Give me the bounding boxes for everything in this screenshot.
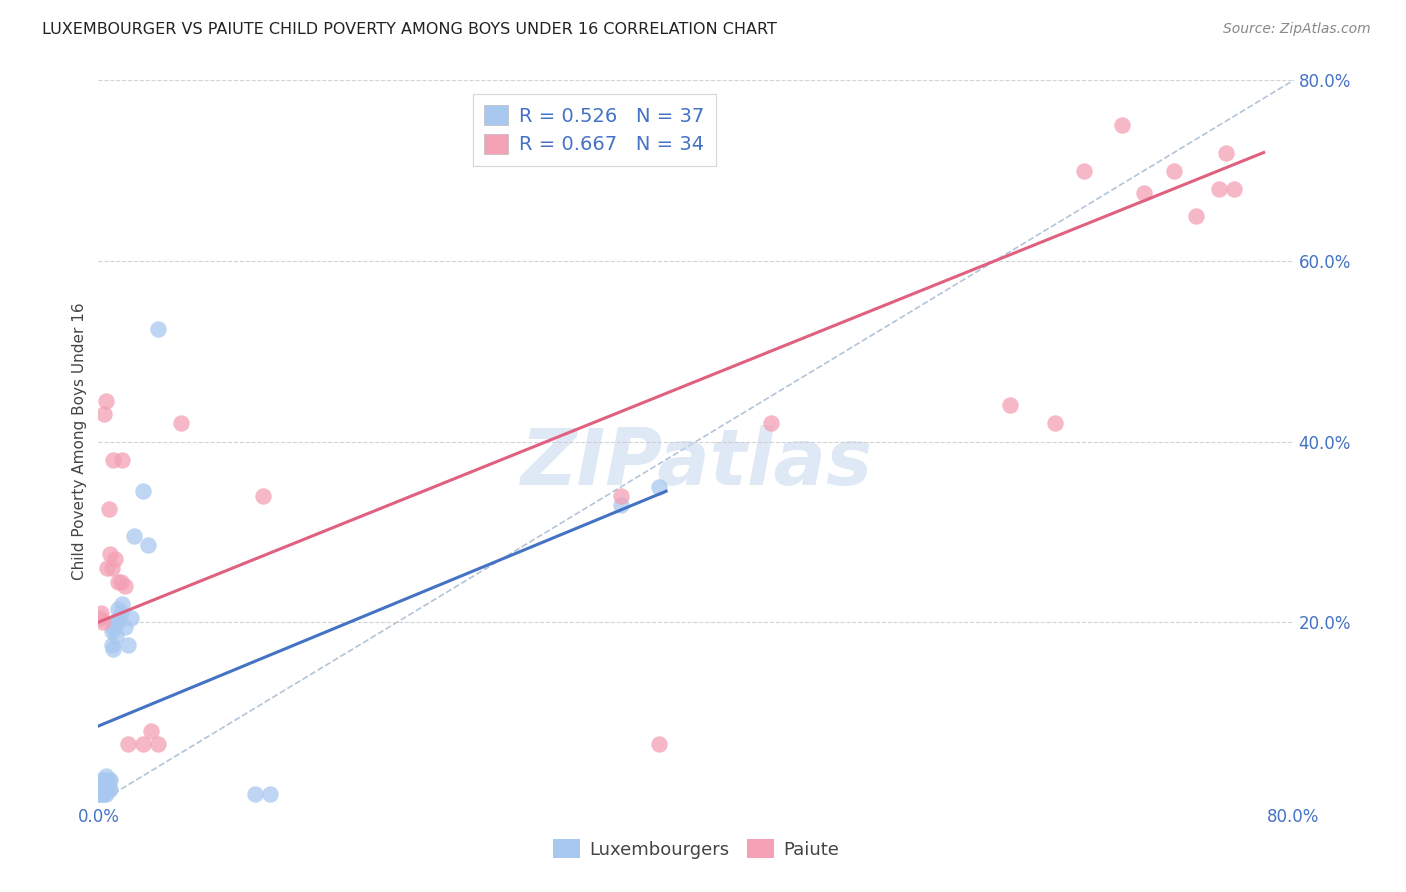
Point xyxy=(89,787,111,801)
Point xyxy=(94,778,117,792)
Point xyxy=(107,574,129,589)
Point xyxy=(117,638,139,652)
Point xyxy=(98,773,122,788)
Point xyxy=(97,502,120,516)
Point xyxy=(124,529,146,543)
Point xyxy=(259,787,281,801)
Point xyxy=(110,606,132,620)
Point xyxy=(94,393,117,408)
Point xyxy=(93,408,115,422)
Point xyxy=(114,579,136,593)
Point xyxy=(89,778,111,792)
Point xyxy=(136,538,159,552)
Point xyxy=(110,574,132,589)
Point xyxy=(1043,417,1066,431)
Point xyxy=(97,782,120,797)
Point xyxy=(998,398,1021,412)
Point xyxy=(103,452,125,467)
Point xyxy=(132,737,155,751)
Point xyxy=(105,629,128,643)
Point xyxy=(610,498,633,512)
Y-axis label: Child Poverty Among Boys Under 16: Child Poverty Among Boys Under 16 xyxy=(72,302,87,581)
Point xyxy=(90,606,112,620)
Point xyxy=(610,489,633,503)
Point xyxy=(1133,186,1156,201)
Point xyxy=(90,773,112,788)
Point xyxy=(647,480,669,494)
Point xyxy=(169,417,191,431)
Point xyxy=(93,787,115,801)
Point xyxy=(107,601,129,615)
Point xyxy=(90,782,112,797)
Point xyxy=(120,610,142,624)
Point xyxy=(111,597,134,611)
Point xyxy=(89,610,111,624)
Point xyxy=(91,615,114,630)
Point xyxy=(148,737,170,751)
Point xyxy=(139,723,162,738)
Legend: Luxembourgers, Paiute: Luxembourgers, Paiute xyxy=(546,832,846,866)
Point xyxy=(148,321,170,335)
Point xyxy=(107,615,129,630)
Point xyxy=(98,548,122,562)
Point xyxy=(104,552,127,566)
Text: ZIPatlas: ZIPatlas xyxy=(520,425,872,501)
Point xyxy=(1185,209,1208,223)
Point xyxy=(96,778,118,792)
Point xyxy=(94,769,117,783)
Point xyxy=(93,773,115,788)
Point xyxy=(1223,182,1246,196)
Point xyxy=(759,417,782,431)
Point xyxy=(101,561,124,575)
Point xyxy=(97,773,120,788)
Point xyxy=(1163,163,1185,178)
Point xyxy=(245,787,267,801)
Point xyxy=(91,778,114,792)
Point xyxy=(1215,145,1237,160)
Point xyxy=(94,787,117,801)
Point xyxy=(96,561,118,575)
Point xyxy=(117,737,139,751)
Point xyxy=(1208,182,1230,196)
Point xyxy=(132,484,155,499)
Point xyxy=(104,615,127,630)
Point xyxy=(103,620,125,634)
Point xyxy=(98,782,122,797)
Point xyxy=(103,642,125,657)
Text: LUXEMBOURGER VS PAIUTE CHILD POVERTY AMONG BOYS UNDER 16 CORRELATION CHART: LUXEMBOURGER VS PAIUTE CHILD POVERTY AMO… xyxy=(42,22,778,37)
Point xyxy=(111,452,134,467)
Point xyxy=(101,624,124,639)
Point xyxy=(1111,119,1133,133)
Point xyxy=(647,737,669,751)
Point xyxy=(1073,163,1095,178)
Text: Source: ZipAtlas.com: Source: ZipAtlas.com xyxy=(1223,22,1371,37)
Point xyxy=(252,489,274,503)
Point xyxy=(114,620,136,634)
Point xyxy=(91,787,114,801)
Point xyxy=(101,638,124,652)
